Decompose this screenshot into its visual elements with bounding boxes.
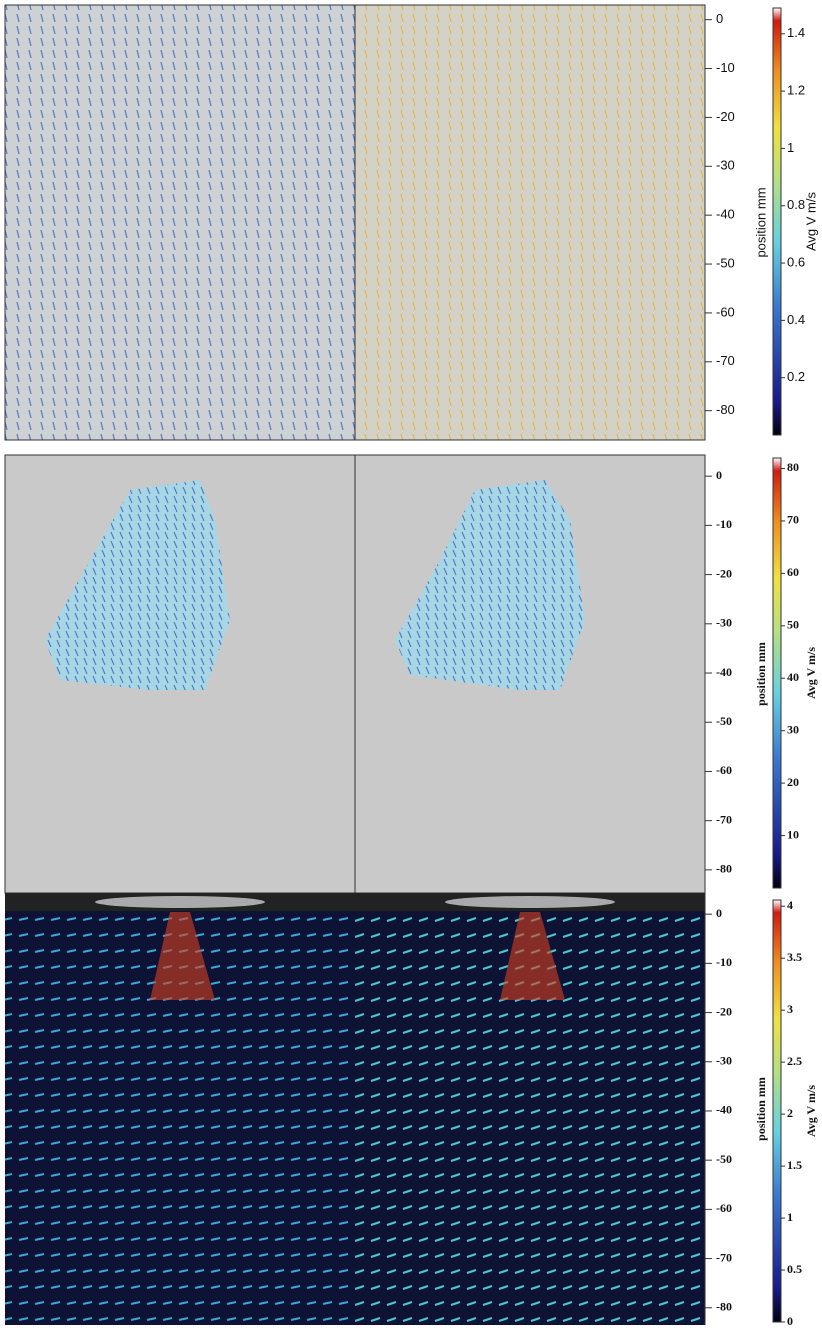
y-tick-label: -20	[716, 566, 732, 580]
colorbar-tick-label: 60	[787, 565, 799, 579]
colorbar-tick-label: 40	[787, 670, 799, 684]
vector-field-image	[355, 5, 705, 440]
colorbar-title: Avg V m/s	[803, 192, 818, 252]
colorbar-tick-label: 1.5	[787, 1158, 802, 1172]
colorbar-tick-label: 0.2	[787, 369, 805, 384]
colorbar-tick-label: 80	[787, 460, 799, 474]
y-tick-label: -30	[716, 158, 735, 173]
y-tick-label: -80	[716, 1300, 732, 1314]
colorbar-tick-label: 0.8	[787, 197, 805, 212]
y-tick-label: -10	[716, 955, 732, 969]
colorbar-tick-label: 70	[787, 513, 799, 527]
colorbar-tick-label: 10	[787, 827, 799, 841]
y-tick-label: -60	[716, 1201, 732, 1215]
y-tick-label: -30	[716, 616, 732, 630]
y-tick-label: -40	[716, 1103, 732, 1117]
y-tick-label: -10	[716, 60, 735, 75]
y-tick-label: -70	[716, 1250, 732, 1264]
y-tick-label: -50	[716, 1152, 732, 1166]
colorbar-tick-label: 4	[787, 898, 793, 912]
y-tick-label: 0	[716, 11, 723, 26]
colorbar-tick-label: 0.5	[787, 1262, 802, 1276]
colorbar-tick-label: 0.6	[787, 254, 805, 269]
y-tick-label: -40	[716, 207, 735, 222]
y-tick-label: -60	[716, 304, 735, 319]
vector-field-image	[5, 5, 355, 440]
colorbar-tick-label: 1.2	[787, 83, 805, 98]
colorbar-tick-label: 0.4	[787, 312, 805, 327]
colorbar-tick-label: 2.5	[787, 1054, 802, 1068]
y-axis-title: position mm	[754, 1077, 768, 1141]
y-axis-title: position mm	[754, 642, 768, 706]
y-tick-label: -40	[716, 665, 732, 679]
colorbar-tick-label: 30	[787, 722, 799, 736]
nozzle	[445, 896, 615, 908]
colorbar-tick-label: 1	[787, 1210, 793, 1224]
colorbar-tick-label: 2	[787, 1106, 793, 1120]
colorbar-tick-label: 3.5	[787, 950, 802, 964]
y-tick-label: -10	[716, 517, 732, 531]
colorbar-title: Avg V m/s	[804, 647, 818, 699]
y-tick-label: 0	[716, 468, 722, 482]
y-tick-label: -20	[716, 1004, 732, 1018]
y-tick-label: -80	[716, 862, 732, 876]
colorbar-tick-label: 50	[787, 618, 799, 632]
y-tick-label: -80	[716, 402, 735, 417]
y-tick-label: -70	[716, 353, 735, 368]
colorbar-tick-label: 3	[787, 1002, 793, 1016]
colorbar	[773, 900, 781, 1322]
colorbar-tick-label: 20	[787, 775, 799, 789]
colorbar-title: Avg V m/s	[804, 1085, 818, 1137]
nozzle	[95, 896, 265, 908]
colorbar	[773, 458, 781, 888]
y-tick-label: 0	[716, 906, 722, 920]
colorbar-tick-label: 0	[787, 1314, 793, 1328]
y-tick-label: -50	[716, 714, 732, 728]
y-axis-title: position mm	[753, 187, 768, 257]
y-tick-label: -70	[716, 812, 732, 826]
colorbar	[773, 8, 781, 435]
y-tick-label: -20	[716, 109, 735, 124]
y-tick-label: -50	[716, 255, 735, 270]
colorbar-tick-label: 1.4	[787, 25, 805, 40]
colorbar-tick-label: 1	[787, 140, 794, 155]
figure: 0 -10 -20 -30 -40 -50 -60 -70 -80 position mm 0.2 0…	[0, 0, 822, 1330]
y-tick-label: -30	[716, 1054, 732, 1068]
y-tick-label: -60	[716, 763, 732, 777]
